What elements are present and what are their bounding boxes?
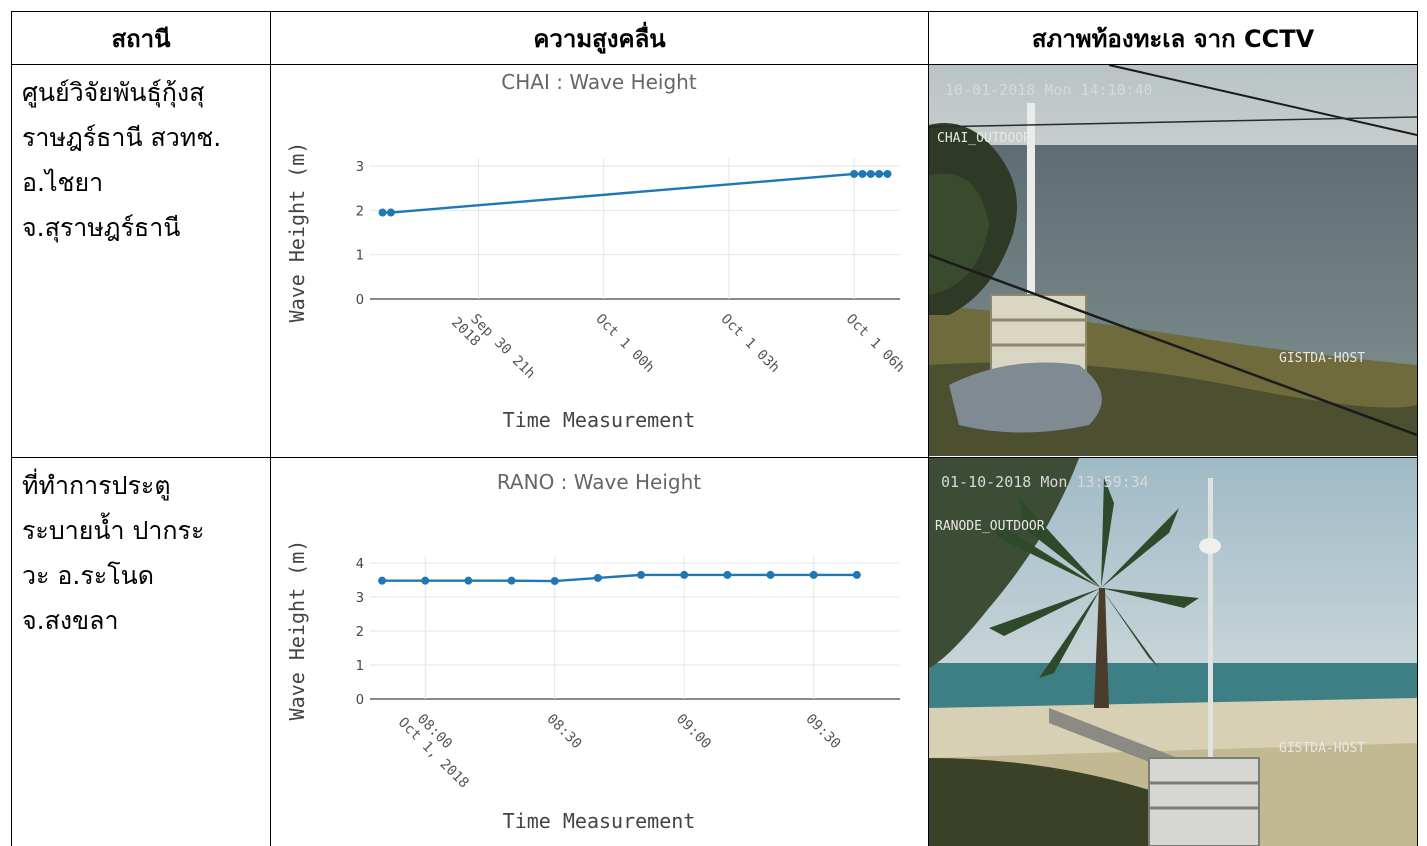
station-line: ศูนย์วิจัยพันธุ์กุ้งสุ — [22, 78, 205, 107]
data-point[interactable] — [858, 169, 867, 178]
x-tick-label-line: Oct 1 06h — [843, 311, 908, 376]
chart-title: RANO : Wave Height — [497, 470, 701, 494]
data-point[interactable] — [875, 169, 884, 178]
data-point[interactable] — [850, 169, 859, 178]
station-line: จ.สงขลา — [22, 606, 119, 635]
series-line — [382, 172, 888, 214]
cctv-camera-label: RANODE_OUTDOOR — [935, 519, 1045, 534]
cctv-watermark: GISTDA-HOST — [1279, 741, 1365, 756]
cctv-image-chai: 10-01-2018 Mon 14:10:40 CHAI_OUTDOOR GIS… — [929, 65, 1417, 456]
data-point[interactable] — [883, 169, 892, 178]
data-point[interactable] — [809, 570, 818, 579]
table-border — [270, 11, 271, 846]
data-point[interactable] — [550, 577, 559, 586]
data-point[interactable] — [421, 576, 430, 585]
station-line: ที่ทำการประตู — [22, 471, 171, 500]
cctv-timestamp: 01-10-2018 Mon 13:59:34 — [941, 473, 1149, 491]
station-line: วะ อ.ระโนด — [22, 561, 154, 590]
data-point[interactable] — [723, 570, 732, 579]
y-tick-label: 0 — [356, 293, 364, 308]
cctv-camera-label: CHAI_OUTDOOR — [937, 131, 1031, 146]
table-border — [1417, 11, 1418, 846]
x-tick-label-line: 09:30 — [802, 711, 843, 752]
x-tick-label-line: Oct 1 03h — [718, 311, 783, 376]
station-line: ราษฎร์ธานี สวทช. — [22, 123, 222, 152]
y-tick-label: 3 — [356, 591, 364, 606]
x-tick-label-line: 09:00 — [673, 711, 714, 752]
data-point[interactable] — [378, 576, 387, 585]
y-tick-label: 3 — [356, 160, 364, 175]
table-border — [928, 11, 929, 846]
series-line — [382, 573, 857, 583]
y-tick-label: 1 — [356, 249, 364, 264]
x-tick-label: Oct 1 03h — [718, 311, 783, 376]
data-point[interactable] — [593, 573, 602, 582]
x-tick-label-line: Oct 1 00h — [592, 311, 657, 376]
header-station: สถานี — [111, 24, 171, 53]
cctv-watermark: GISTDA-HOST — [1279, 351, 1365, 366]
x-tick-label-line: Sep 30 21h — [467, 311, 538, 382]
data-point[interactable] — [507, 576, 516, 585]
cctv-image-rano: 01-10-2018 Mon 13:59:34 RANODE_OUTDOOR G… — [929, 458, 1417, 846]
y-tick-label: 2 — [356, 204, 364, 219]
x-axis-label: Time Measurement — [503, 809, 696, 833]
y-tick-label: 0 — [356, 693, 364, 708]
x-tick-label: Oct 1 00h — [592, 311, 657, 376]
data-point[interactable] — [766, 570, 775, 579]
y-tick-label: 4 — [356, 557, 364, 572]
x-tick-label: 08:30 — [543, 711, 584, 752]
x-tick-label: 09:30 — [802, 711, 843, 752]
cctv-timestamp: 10-01-2018 Mon 14:10:40 — [945, 81, 1153, 99]
y-axis-label: Wave Height (m) — [285, 142, 309, 323]
table-border — [11, 64, 1418, 65]
data-point[interactable] — [378, 208, 387, 217]
station-line: จ.สุราษฎร์ธานี — [22, 213, 181, 242]
x-tick-label-line: 08:30 — [543, 711, 584, 752]
chart-title: CHAI : Wave Height — [501, 70, 697, 94]
data-point[interactable] — [680, 570, 689, 579]
x-axis-label: Time Measurement — [503, 408, 696, 432]
x-tick-label: Oct 1 06h — [843, 311, 908, 376]
data-point[interactable] — [386, 208, 395, 217]
data-point[interactable] — [637, 570, 646, 579]
y-axis-label: Wave Height (m) — [285, 540, 309, 721]
station-cell-rano: ที่ทำการประตู ระบายน้ำ ปากระ วะ อ.ระโนด … — [12, 457, 270, 846]
header-wave-height: ความสูงคลื่น — [533, 24, 666, 53]
data-point[interactable] — [852, 570, 861, 579]
station-cell-chai: ศูนย์วิจัยพันธุ์กุ้งสุ ราษฎร์ธานี สวทช. … — [12, 64, 270, 457]
header-cctv: สภาพท้องทะเล จาก CCTV — [1031, 24, 1315, 53]
table-border — [11, 11, 1418, 12]
y-tick-label: 1 — [356, 659, 364, 674]
station-line: ระบายน้ำ ปากระ — [22, 516, 205, 545]
x-tick-label: 09:00 — [673, 711, 714, 752]
table-border — [11, 11, 12, 846]
y-tick-label: 2 — [356, 625, 364, 640]
station-line: อ.ไชยา — [22, 168, 104, 197]
data-point[interactable] — [464, 576, 473, 585]
data-point[interactable] — [866, 169, 875, 178]
table-border — [11, 457, 1418, 458]
